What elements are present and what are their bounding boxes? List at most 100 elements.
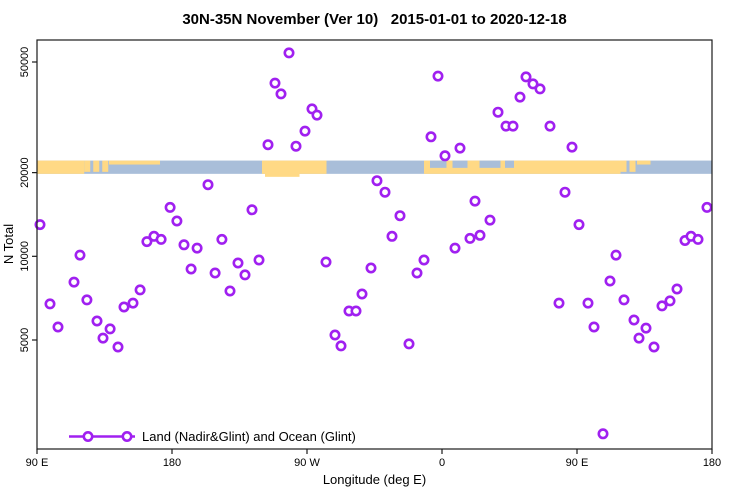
data-point	[299, 125, 311, 137]
data-point	[262, 139, 274, 151]
legend-label: Land (Nadir&Glint) and Ocean (Glint)	[142, 429, 356, 444]
plot-content: 90 E 180 90 W 0 90 E 180 5000 10000 20000 50000	[19, 39, 721, 469]
data-points	[34, 47, 713, 440]
chart-title: 30N-35N November (Ver 10) 2015-01-01 to …	[182, 11, 566, 28]
data-point	[44, 298, 56, 310]
data-point	[633, 332, 645, 344]
data-point	[164, 201, 176, 213]
data-point	[582, 297, 594, 309]
x-tick-label: 90 W	[294, 457, 320, 469]
data-point	[403, 338, 415, 350]
y-tick-label: 5000	[19, 328, 31, 352]
sea-patch	[479, 160, 501, 168]
data-point	[618, 294, 630, 306]
island-patch	[93, 160, 100, 172]
data-point	[185, 263, 197, 275]
x-axis: 90 E 180 90 W 0 90 E 180	[26, 449, 721, 469]
data-point	[329, 329, 341, 341]
data-point	[514, 91, 526, 103]
data-point	[253, 254, 265, 266]
data-point	[134, 284, 146, 296]
map-strip	[37, 160, 712, 177]
data-point	[269, 77, 281, 89]
data-point	[68, 276, 80, 288]
data-point	[81, 294, 93, 306]
plot-border	[36, 39, 713, 450]
data-point	[425, 131, 437, 143]
island-patch	[84, 160, 91, 172]
data-point	[474, 229, 486, 241]
data-point	[566, 141, 578, 153]
land-segment	[424, 160, 621, 174]
y-tick-label: 10000	[19, 241, 31, 272]
data-point	[610, 249, 622, 261]
data-point	[439, 150, 451, 162]
data-point	[520, 71, 532, 83]
data-point	[454, 142, 466, 154]
x-tick-label: 0	[439, 457, 445, 469]
legend-point	[121, 430, 133, 442]
x-tick-label: 90 E	[566, 457, 589, 469]
island-patch	[619, 160, 627, 172]
data-point	[141, 236, 153, 248]
data-point	[628, 314, 640, 326]
legend-marker	[69, 430, 135, 442]
y-tick-label: 20000	[19, 157, 31, 188]
sea-patch	[505, 160, 514, 168]
data-point	[573, 219, 585, 231]
data-point	[597, 428, 609, 440]
data-point	[469, 195, 481, 207]
sea-patch	[430, 160, 447, 168]
data-point	[553, 297, 565, 309]
data-point	[484, 214, 496, 226]
island-patch	[102, 160, 109, 172]
data-point	[74, 249, 86, 261]
data-point	[202, 179, 214, 191]
data-point	[671, 283, 683, 295]
legend-point	[82, 430, 94, 442]
data-point	[178, 239, 190, 251]
data-point	[275, 88, 287, 100]
x-tick-label: 180	[703, 457, 721, 469]
data-point	[648, 341, 660, 353]
data-point	[127, 297, 139, 309]
data-point	[118, 301, 130, 313]
data-point	[604, 275, 616, 287]
data-point	[216, 233, 228, 245]
data-point	[656, 300, 668, 312]
data-point	[350, 305, 362, 317]
data-point	[209, 267, 221, 279]
y-axis-label: N Total	[1, 224, 16, 264]
data-point	[191, 242, 203, 254]
data-point	[246, 204, 258, 216]
island-patch	[629, 160, 636, 172]
coast-fringe	[637, 160, 651, 165]
data-point	[418, 254, 430, 266]
data-point	[34, 219, 46, 231]
x-tick-label: 90 E	[26, 457, 49, 469]
data-point	[91, 315, 103, 327]
data-point	[356, 288, 368, 300]
data-point	[507, 120, 519, 132]
y-tick-label: 50000	[19, 47, 31, 78]
data-point	[155, 233, 167, 245]
data-point	[544, 120, 556, 132]
data-point	[290, 140, 302, 152]
data-point	[379, 186, 391, 198]
data-point	[97, 332, 109, 344]
data-point	[432, 70, 444, 82]
data-point	[224, 285, 236, 297]
data-point	[239, 269, 251, 281]
x-tick-label: 180	[163, 457, 181, 469]
data-point	[112, 341, 124, 353]
data-point	[232, 257, 244, 269]
land-segment	[262, 160, 327, 174]
data-point	[464, 232, 476, 244]
data-point	[534, 83, 546, 95]
data-point	[692, 233, 704, 245]
data-point	[701, 201, 713, 213]
data-point	[171, 215, 183, 227]
data-point	[320, 256, 332, 268]
